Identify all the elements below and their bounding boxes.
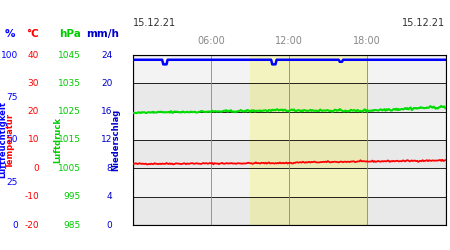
- Text: 10: 10: [27, 136, 39, 144]
- Text: 25: 25: [7, 178, 18, 187]
- Text: 1035: 1035: [58, 79, 81, 88]
- Text: 0: 0: [33, 164, 39, 173]
- Bar: [133, 140, 446, 168]
- Text: 18:00: 18:00: [353, 36, 381, 46]
- Text: Niederschlag: Niederschlag: [112, 109, 121, 171]
- Text: 40: 40: [28, 50, 39, 59]
- Text: -10: -10: [24, 192, 39, 201]
- Text: 1025: 1025: [58, 107, 81, 116]
- Bar: [250, 55, 367, 225]
- Text: Luftfeuchtigkeit: Luftfeuchtigkeit: [0, 102, 7, 178]
- Text: 4: 4: [107, 192, 112, 201]
- Bar: [133, 197, 446, 225]
- Text: 15.12.21: 15.12.21: [402, 18, 446, 28]
- Text: 0: 0: [107, 220, 112, 230]
- Text: 8: 8: [107, 164, 112, 173]
- Text: %: %: [4, 29, 15, 39]
- Text: 20: 20: [101, 79, 112, 88]
- Text: 1005: 1005: [58, 164, 81, 173]
- Text: 1015: 1015: [58, 136, 81, 144]
- Text: 24: 24: [101, 50, 112, 59]
- Text: 985: 985: [64, 220, 81, 230]
- Text: 995: 995: [64, 192, 81, 201]
- Bar: [133, 168, 446, 197]
- Text: °C: °C: [26, 29, 39, 39]
- Text: mm/h: mm/h: [86, 29, 119, 39]
- Text: 12: 12: [101, 136, 112, 144]
- Text: 50: 50: [6, 136, 18, 144]
- Bar: [133, 112, 446, 140]
- Text: 30: 30: [27, 79, 39, 88]
- Text: Temperatur: Temperatur: [6, 112, 15, 168]
- Text: 15.12.21: 15.12.21: [133, 18, 176, 28]
- Text: 06:00: 06:00: [197, 36, 225, 46]
- Text: 1045: 1045: [58, 50, 81, 59]
- Text: 0: 0: [12, 220, 18, 230]
- Text: hPa: hPa: [59, 29, 81, 39]
- Text: 12:00: 12:00: [275, 36, 303, 46]
- Text: Luftdruck: Luftdruck: [53, 117, 62, 163]
- Bar: [133, 55, 446, 83]
- Text: 16: 16: [101, 107, 112, 116]
- Text: 75: 75: [6, 93, 18, 102]
- Bar: [133, 83, 446, 112]
- Text: -20: -20: [24, 220, 39, 230]
- Text: 20: 20: [28, 107, 39, 116]
- Text: 100: 100: [1, 50, 18, 59]
